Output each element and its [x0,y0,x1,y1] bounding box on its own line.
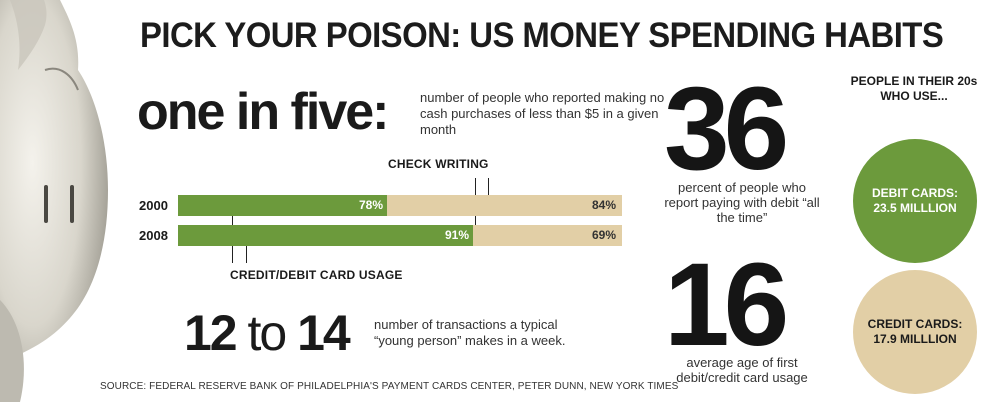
transactions-stat: 12 to 14 [184,303,351,363]
card-usage-bar-2008: 91% [178,225,473,246]
transactions-to: to [235,305,298,361]
year-label-2000: 2000 [139,198,168,213]
one-in-five-stat: one in five: [137,83,389,141]
transactions-high: 14 [297,305,351,361]
transactions-description: number of transactions a typical “young … [374,317,566,348]
transactions-low: 12 [184,305,238,361]
people-20s-header: PEOPLE IN THEIR 20s WHO USE... [850,74,978,103]
bar-2000: 78% 84% [178,195,622,216]
stat-36: 36 [664,63,789,195]
source-note: SOURCE: FEDERAL RESERVE BANK OF PHILADEL… [100,381,679,392]
card-usage-value-2000: 78% [358,198,383,212]
card-usage-value-2008: 91% [444,228,469,242]
check-writing-value-2008: 69% [591,228,616,242]
piggy-bank-icon [0,0,108,402]
bar-2008: 91% 69% [178,225,622,246]
card-usage-pointer-2008 [246,233,247,263]
one-in-five-description: number of people who reported making no … [420,90,665,137]
page-title: PICK YOUR POISON: US MONEY SPENDING HABI… [140,16,944,55]
card-usage-bar-2000: 78% [178,195,387,216]
debit-cards-circle: DEBIT CARDS: 23.5 MILLLION [853,139,977,263]
year-label-2008: 2008 [139,228,168,243]
check-writing-value-2000: 84% [591,198,616,212]
credit-cards-circle: CREDIT CARDS: 17.9 MILLLION [853,270,977,394]
stat-16: 16 [664,239,789,371]
debit-cards-text: DEBIT CARDS: 23.5 MILLLION [872,186,958,215]
card-usage-label: CREDIT/DEBIT CARD USAGE [230,268,403,282]
stat-16-description: average age of first debit/credit card u… [676,355,808,385]
stat-36-description: percent of people who report paying with… [664,180,820,225]
check-writing-label: CHECK WRITING [388,157,489,171]
check-writing-pointer-2000 [488,178,489,202]
credit-cards-text: CREDIT CARDS: 17.9 MILLLION [867,317,963,346]
